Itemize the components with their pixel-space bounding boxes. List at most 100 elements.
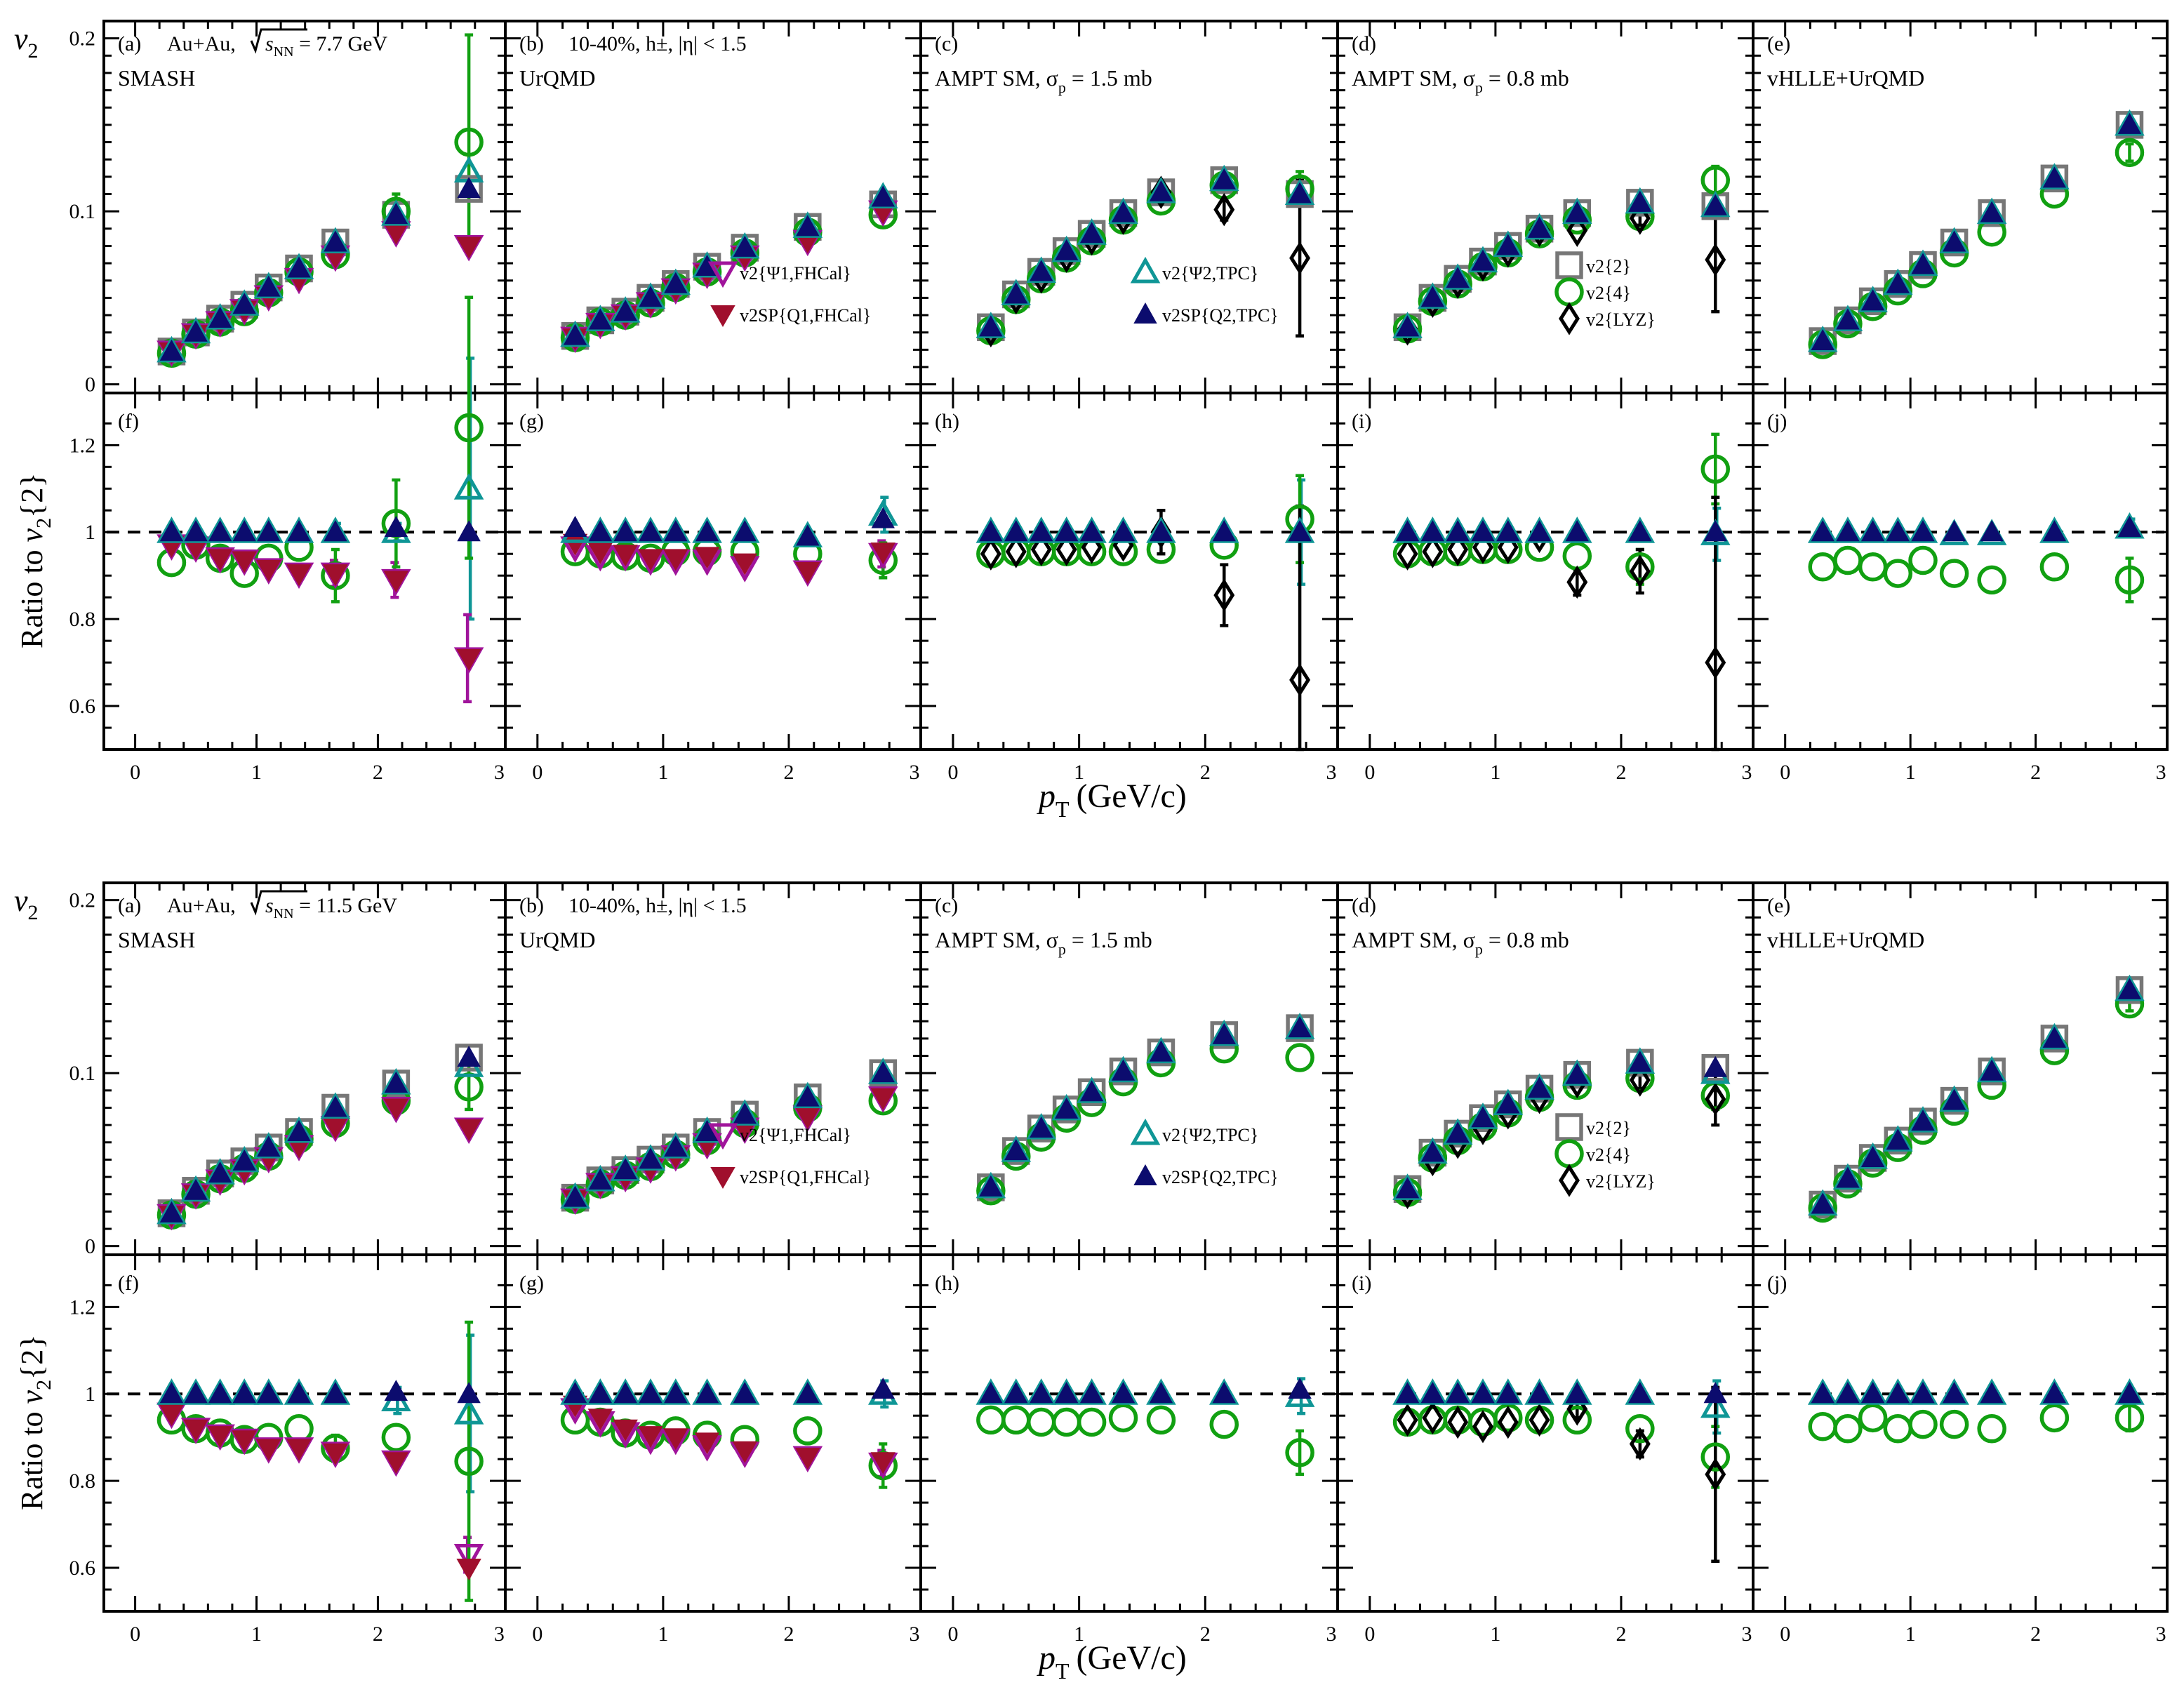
ratio-point-v2_lyz <box>1397 1403 1418 1437</box>
ratio-point-v2_4 <box>1939 1409 1969 1439</box>
panel-letter: (c) <box>935 32 958 55</box>
v2-point-sp_tpc <box>1980 201 2004 222</box>
model-label: AMPT SM, σp = 1.5 mb <box>935 927 1152 958</box>
v2-point-sp_tpc <box>1811 1192 1835 1214</box>
model-label: UrQMD <box>519 65 595 91</box>
v2-point-sp_tpc <box>1980 1059 2004 1081</box>
v2-point-sp_tpc <box>1911 253 1935 274</box>
ratio-point-sp_tpc <box>871 1377 895 1399</box>
legend-label-v2_2: v2{2} <box>1586 1118 1631 1138</box>
panel-letter: (a) <box>118 32 141 55</box>
ratio-point-sp_tpc <box>384 515 408 538</box>
ratio-point-v2_4 <box>1108 1403 1138 1433</box>
ratio-point-v2_lyz <box>1497 1405 1519 1439</box>
ratio-point-v2_4 <box>2039 1403 2070 1433</box>
ratio-point-sp_tpc <box>1111 520 1136 542</box>
ratio-series <box>157 295 484 704</box>
ratio-point-v2_4 <box>1858 1403 1888 1433</box>
v2-point-sp_tpc <box>1703 194 1727 215</box>
v2-point-sp_fhcal <box>383 1098 409 1121</box>
ratio-point-sp_tpc <box>1420 520 1445 542</box>
ratio-point-v2_4 <box>1493 1403 1523 1433</box>
v2-point-sp_fhcal <box>456 1119 481 1142</box>
ratio-point-sp_fhcal <box>694 1432 720 1455</box>
ratio-point-sp_fhcal <box>587 1408 613 1431</box>
ratio-point-v2_4 <box>2115 565 2145 595</box>
legend-marker-sp_tpc <box>1133 1164 1157 1185</box>
x-tick-label: 1 <box>1905 1623 1916 1646</box>
legend-label-v2_lyz: v2{LYZ} <box>1586 309 1656 330</box>
ratio-point-sp_tpc <box>1703 520 1727 542</box>
ratio-point-sp_tpc <box>184 1382 208 1404</box>
v2-point-sp_tpc <box>588 308 613 330</box>
ratio-point-v2_lyz <box>1629 554 1651 588</box>
ratio-point-sp_tpc <box>457 1382 481 1404</box>
ratio-point-sp_fhcal <box>232 1430 257 1453</box>
ratio-point-v2_4 <box>1700 454 1731 484</box>
ratio-point-sp_tpc <box>1420 1382 1445 1404</box>
ratio-point-sp_tpc <box>613 520 637 542</box>
v2-series <box>157 1044 484 1231</box>
ratio-point-sp_fhcal <box>870 542 896 565</box>
legend-marker-v2_lyz <box>1559 1164 1580 1197</box>
ratio-point-sp_tpc <box>871 507 895 528</box>
ratio-point-sp_tpc <box>1942 520 1966 542</box>
x-tick-label: 1 <box>1490 1623 1500 1646</box>
legend-label-ep_fhcal: v2{Ψ1,FHCal} <box>740 1125 851 1145</box>
legend-marker-v2_4 <box>1554 1139 1584 1168</box>
ratio-point-sp_tpc <box>208 1382 232 1404</box>
energy-label: sNN = 7.7 GeV <box>265 32 387 60</box>
ratio-point-sp_tpc <box>1288 520 1312 542</box>
ratio-point-v2_lyz <box>1289 663 1311 697</box>
x-tick-label: 2 <box>783 761 794 784</box>
ratio-point-sp_tpc <box>1980 520 2004 542</box>
ratio-point-sp_tpc <box>1860 520 1885 542</box>
v2-point-sp_tpc <box>1811 328 1835 351</box>
ratio-panel-frame <box>919 1253 1339 1613</box>
ratio-point-sp_tpc <box>1811 520 1835 542</box>
ratio-point-sp_fhcal <box>286 564 312 587</box>
v2-point-sp_tpc <box>1212 1022 1236 1044</box>
ratio-point-sp_tpc <box>1446 520 1470 542</box>
legend-marker-v2_lyz <box>1559 302 1580 335</box>
ratio-series <box>1807 512 2145 604</box>
legend-marker-ep_tpc <box>1130 1118 1161 1145</box>
y-tick-label: 0.2 <box>69 889 96 912</box>
ratio-point-v2_lyz <box>1447 1405 1469 1439</box>
ratio-point-v2_4 <box>454 413 484 443</box>
panel-letter: (j) <box>1767 1272 1787 1295</box>
v2-point-v2_4 <box>2115 138 2145 168</box>
v2-point-sp_tpc <box>1212 168 1236 189</box>
ratio-point-sp_tpc <box>1980 1382 2004 1404</box>
y-tick-label: 0.1 <box>69 1062 96 1085</box>
v2-point-sp_tpc <box>613 300 637 321</box>
model-label: SMASH <box>118 65 195 91</box>
ratio-point-sp_tpc <box>1054 520 1079 542</box>
legend-label-ep_fhcal: v2{Ψ1,FHCal} <box>740 263 851 284</box>
ratio-point-sp_tpc <box>1836 1382 1860 1404</box>
ratio-point-sp_tpc <box>1527 1382 1552 1404</box>
ratio-point-sp_tpc <box>1886 520 1910 542</box>
v2-series <box>1392 164 1731 346</box>
ratio-point-v2_lyz <box>1705 1458 1726 1491</box>
ratio-point-sp_fhcal <box>870 1452 896 1474</box>
v2-point-sp_tpc <box>871 185 895 207</box>
ratio-point-sp_tpc <box>287 1382 311 1404</box>
ratio-point-sp_tpc <box>1942 1382 1966 1404</box>
panel-letter: (i) <box>1352 410 1371 433</box>
x-tick-label: 3 <box>2156 1623 2166 1646</box>
ratio-point-sp_tpc <box>208 520 232 542</box>
ratio-point-sp_tpc <box>639 520 662 542</box>
panel-letter: (b) <box>519 32 544 55</box>
v2-point-sp_tpc <box>287 256 311 278</box>
ratio-point-sp_tpc <box>1836 520 1860 542</box>
ratio-point-sp_tpc <box>1811 1382 1835 1404</box>
ratio-point-sp_tpc <box>1628 520 1652 542</box>
ratio-point-sp_fhcal <box>286 1439 312 1461</box>
ratio-point-sp_fhcal <box>613 545 638 567</box>
x-tick-label: 0 <box>532 1623 542 1646</box>
ratio-point-sp_tpc <box>2042 1382 2067 1404</box>
x-tick-label: 0 <box>1780 1623 1790 1646</box>
ratio-point-v2_lyz <box>1422 1401 1444 1434</box>
